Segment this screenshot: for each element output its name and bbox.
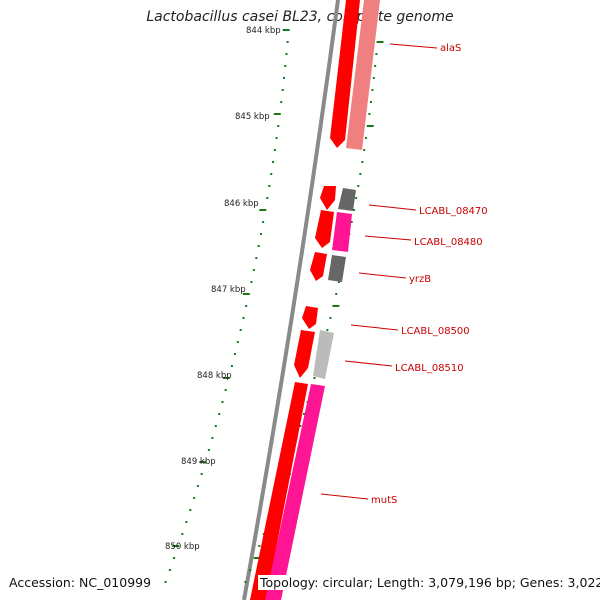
forward-gene-arrow[interactable]	[320, 186, 336, 210]
label-leader-line	[389, 43, 438, 49]
ruler-label: 848 kbp	[197, 371, 232, 381]
gene-label-LCABL_08510[interactable]: LCABL_08510	[395, 363, 464, 374]
LCABL_08480-gene-arrow[interactable]	[332, 212, 352, 252]
label-leader-line	[344, 360, 393, 367]
alaS-gene-arrow[interactable]	[346, 0, 380, 150]
ruler-label: 850 kbp	[165, 542, 200, 552]
gene-labels: alaS LCABL_08470 LCABL_08480 yrzB LCABL_…	[320, 43, 488, 506]
ruler-label: 847 kbp	[211, 285, 246, 295]
forward-gene-arrow[interactable]	[250, 382, 308, 600]
label-leader-line	[368, 204, 417, 211]
forward-gene-arrow[interactable]	[310, 252, 327, 281]
gene-label-alaS[interactable]: alaS	[440, 43, 461, 54]
forward-gene-arrow[interactable]	[294, 330, 315, 378]
genome-backbone	[242, 0, 340, 600]
gene-label-mutS[interactable]: mutS	[371, 495, 397, 506]
label-leader-line	[364, 235, 412, 241]
LCABL_08510-gene-arrow[interactable]	[313, 330, 334, 379]
forward-gene-arrow[interactable]	[315, 210, 334, 248]
forward-strand-track	[250, 0, 360, 600]
gene-label-yrzB[interactable]: yrzB	[409, 274, 431, 285]
forward-gene-arrow[interactable]	[302, 306, 318, 329]
label-leader-line	[358, 272, 407, 279]
ruler-label: 849 kbp	[181, 457, 216, 467]
ruler-track	[164, 29, 290, 583]
reverse-strand-track	[265, 0, 380, 600]
ruler-label: 846 kbp	[224, 199, 259, 209]
label-leader-line	[350, 324, 399, 331]
yrzB-gene-arrow[interactable]	[328, 255, 346, 282]
gene-label-LCABL_08470[interactable]: LCABL_08470	[419, 206, 488, 217]
ruler-label: 845 kbp	[235, 112, 270, 122]
gene-label-LCABL_08500[interactable]: LCABL_08500	[401, 326, 470, 337]
ruler-labels: 844 kbp 845 kbp 846 kbp 847 kbp 848 kbp …	[165, 26, 281, 552]
gene-label-LCABL_08480[interactable]: LCABL_08480	[414, 237, 483, 248]
accession-label: Accession: NC_010999	[7, 575, 154, 590]
LCABL_08470-gene-arrow[interactable]	[338, 188, 356, 211]
label-leader-line	[320, 493, 369, 500]
mutS-gene-arrow[interactable]	[265, 384, 325, 600]
forward-gene-arrow[interactable]	[330, 0, 360, 148]
topology-label: Topology: circular; Length: 3,079,196 bp…	[258, 575, 600, 590]
ruler-label: 844 kbp	[246, 26, 281, 36]
